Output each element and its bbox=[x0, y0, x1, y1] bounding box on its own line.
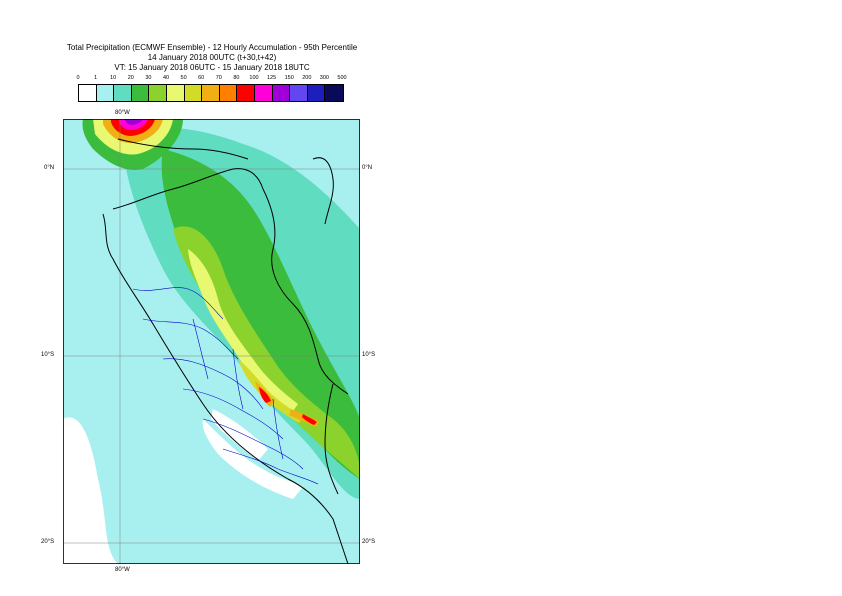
lat-label-0n-right: 0°N bbox=[362, 165, 373, 171]
precip-north-125 bbox=[125, 119, 143, 125]
precip-band-80-south bbox=[302, 414, 317, 425]
border-peru-brazil bbox=[262, 188, 349, 395]
legend-swatch bbox=[254, 85, 273, 101]
legend-swatch bbox=[202, 85, 220, 101]
precip-band-30 bbox=[173, 226, 360, 479]
lat-label-10s-right: 10°S bbox=[362, 352, 376, 358]
legend-swatch bbox=[307, 85, 326, 101]
border-ecuador-peru bbox=[112, 168, 264, 210]
map-border bbox=[63, 119, 360, 564]
lon-label-top: 80°W bbox=[115, 110, 130, 116]
legend-threshold-label: 1 bbox=[94, 75, 98, 81]
title-line-3: VT: 15 January 2018 06UTC - 15 January 2… bbox=[114, 63, 310, 72]
coastline bbox=[102, 213, 349, 564]
lat-label-20s-right: 20°S bbox=[362, 539, 376, 545]
legend-threshold-label: 50 bbox=[180, 75, 187, 81]
legend-swatch bbox=[114, 85, 132, 101]
dry-patch-coast bbox=[202, 419, 303, 499]
legend-threshold-label: 100 bbox=[249, 75, 259, 81]
legend-threshold-label: 60 bbox=[198, 75, 205, 81]
lon-label-bottom: 80°W bbox=[115, 567, 130, 573]
country-borders bbox=[102, 138, 349, 564]
legend-bar bbox=[78, 84, 344, 102]
legend-swatch bbox=[325, 85, 343, 101]
legend-threshold-label: 150 bbox=[284, 75, 294, 81]
map-frame bbox=[63, 119, 360, 564]
precip-band-20 bbox=[161, 149, 360, 479]
title-line-1: Total Precipitation (ECMWF Ensemble) - 1… bbox=[66, 43, 358, 52]
graticule bbox=[63, 119, 360, 564]
legend-threshold-label: 20 bbox=[127, 75, 134, 81]
legend-threshold-label: 200 bbox=[302, 75, 312, 81]
legend-swatch bbox=[96, 85, 115, 101]
legend-threshold-label: 300 bbox=[319, 75, 329, 81]
legend-threshold-label: 80 bbox=[233, 75, 240, 81]
title-block: Total Precipitation (ECMWF Ensemble) - 1… bbox=[0, 43, 424, 73]
legend-swatch bbox=[166, 85, 185, 101]
precip-band-40 bbox=[188, 249, 298, 414]
dry-patch-sierra bbox=[211, 409, 268, 461]
lat-label-20s-left: 20°S bbox=[41, 539, 55, 545]
legend-threshold-label: 0 bbox=[76, 75, 80, 81]
title-line-2: 14 January 2018 00UTC (t+30,t+42) bbox=[147, 53, 277, 62]
legend-swatch bbox=[272, 85, 291, 101]
legend-swatch bbox=[149, 85, 167, 101]
legend-swatch bbox=[219, 85, 238, 101]
legend-labels: 0 1 10 20 30 40 50 60 70 80 100 125 150 200 300 500 bbox=[76, 75, 348, 83]
legend-threshold-label: 40 bbox=[162, 75, 170, 81]
legend-swatch bbox=[290, 85, 308, 101]
border-colombia-ecuador bbox=[117, 138, 249, 160]
legend-swatch bbox=[184, 85, 203, 101]
lat-label-10s-left: 10°S bbox=[41, 352, 55, 358]
legend-threshold-label: 500 bbox=[337, 75, 347, 81]
legend-swatch bbox=[79, 85, 97, 101]
legend-swatch bbox=[131, 85, 150, 101]
legend-threshold-label: 125 bbox=[267, 75, 277, 81]
regional-boundaries bbox=[132, 287, 319, 485]
legend-swatch bbox=[237, 85, 255, 101]
precipitation-map bbox=[63, 119, 360, 564]
precip-band-50 bbox=[238, 359, 303, 423]
legend-threshold-label: 70 bbox=[215, 75, 222, 81]
lat-label-0n-left: 0°N bbox=[44, 165, 55, 171]
legend-threshold-label: 30 bbox=[145, 75, 152, 81]
color-legend: 0 1 10 20 30 40 50 60 70 80 100 125 150 200 300 500 bbox=[76, 75, 348, 103]
precip-band-80 bbox=[259, 387, 271, 403]
border-peru-bolivia bbox=[324, 383, 339, 495]
dry-patch-sw bbox=[63, 417, 118, 564]
border-brazil-north bbox=[312, 157, 334, 225]
legend-threshold-label: 10 bbox=[110, 75, 117, 81]
